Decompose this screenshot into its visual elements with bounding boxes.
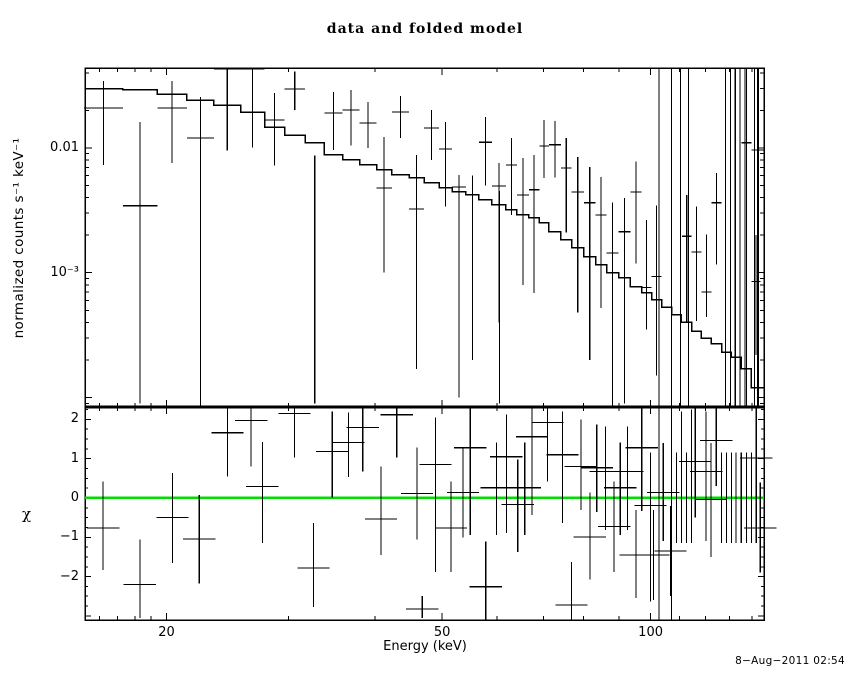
timestamp: 8−Aug−2011 02:54: [735, 655, 845, 667]
top-panel-data: [84, 68, 764, 407]
panel-frames: [84, 67, 765, 621]
axis-ticks: [85, 68, 764, 620]
x-tick-label-energy: 50: [433, 625, 451, 640]
y-tick-label-counts: 0.01: [50, 139, 79, 155]
model-line: [85, 88, 764, 389]
y-tick-label-chi: 2: [70, 411, 79, 427]
x-tick-label-energy: 100: [638, 625, 663, 640]
y-tick-label-counts: 10⁻³: [50, 264, 79, 280]
x-axis-label-energy: Energy (keV): [383, 639, 467, 654]
y-tick-label-chi: −2: [59, 568, 79, 584]
plot-title: data and folded model: [326, 21, 524, 37]
y-tick-label-chi: 1: [70, 450, 79, 466]
bottom-panel-data: [87, 407, 777, 620]
y-tick-label-chi: 0: [70, 489, 79, 505]
y-tick-label-chi: −1: [59, 529, 79, 545]
y-axis-label-counts: normalized counts s⁻¹ keV⁻¹: [11, 137, 27, 339]
x-tick-label-energy: 20: [158, 625, 175, 640]
y-axis-label-chi: χ: [22, 505, 32, 523]
